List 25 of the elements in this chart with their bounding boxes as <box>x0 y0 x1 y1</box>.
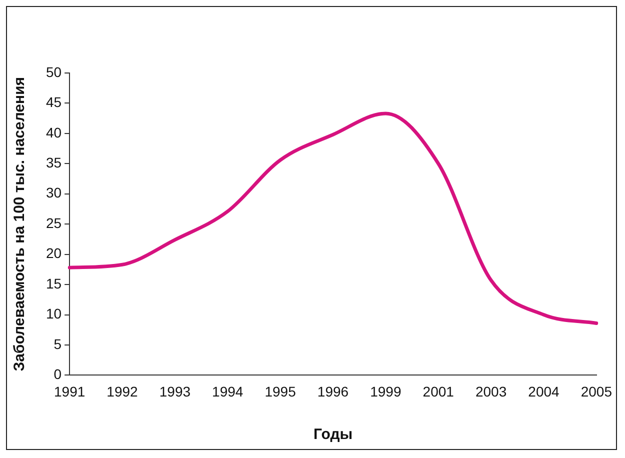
y-tick-label: 40 <box>46 124 62 140</box>
y-tick-label: 50 <box>46 64 62 80</box>
y-tick-label: 20 <box>46 245 62 262</box>
y-axis-title: Заболеваемость на 100 тыс. населения <box>11 76 28 372</box>
x-axis-title: Годы <box>313 426 353 444</box>
x-tick-label: 2004 <box>528 383 560 400</box>
x-tick-label: 1991 <box>54 383 86 400</box>
y-tick-label: 5 <box>54 336 62 352</box>
y-tick-label: 35 <box>46 154 62 171</box>
x-tick-label: 1996 <box>317 383 349 400</box>
x-tick-label: 2003 <box>475 383 507 400</box>
y-tick-label: 0 <box>54 366 62 382</box>
x-tick-label: 1993 <box>159 383 191 400</box>
y-tick-label: 15 <box>46 275 62 292</box>
y-tick-label: 10 <box>46 306 62 322</box>
x-tick-label: 1994 <box>212 383 244 400</box>
y-tick-label: 30 <box>46 184 62 201</box>
x-tick-label: 1999 <box>370 383 402 400</box>
x-tick-label: 2005 <box>580 383 612 400</box>
x-tick-label: 1995 <box>264 383 296 400</box>
x-tick-label: 2001 <box>422 383 454 400</box>
y-tick-label: 45 <box>46 94 62 110</box>
line-series <box>68 112 598 325</box>
y-tick-label: 25 <box>46 214 62 231</box>
x-tick-label: 1992 <box>106 383 138 400</box>
